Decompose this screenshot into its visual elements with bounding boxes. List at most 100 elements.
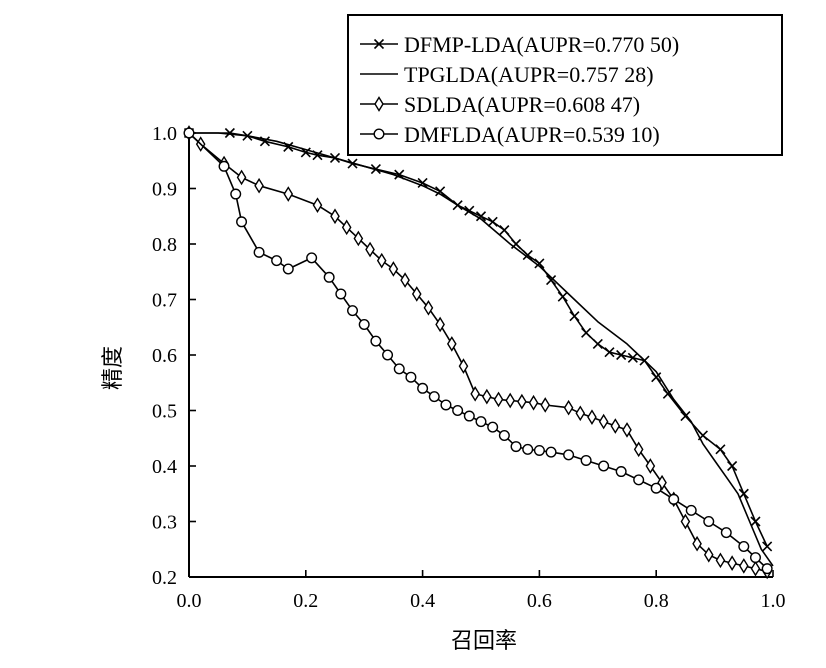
data-point [633, 441, 644, 458]
data-point [715, 552, 726, 569]
data-point [341, 219, 352, 236]
data-point [498, 429, 510, 441]
data-point [330, 208, 340, 225]
x-tick-label: 0.0 [177, 590, 202, 612]
data-point [365, 241, 375, 258]
data-point [435, 186, 446, 197]
axes: 0.0 0.2 0.4 0.6 0.8 1.00.20.30.40.50.60.70.80… [152, 123, 786, 612]
data-point [592, 338, 603, 349]
data-point [720, 527, 732, 539]
data-point [727, 460, 738, 472]
data-point [575, 405, 586, 422]
data-point [563, 449, 575, 461]
data-point [569, 311, 580, 322]
y-axis-label: 精度 [101, 346, 126, 390]
y-tick-label: 0.8 [152, 234, 177, 256]
data-point [230, 188, 242, 200]
data-point [727, 555, 737, 571]
data-point [283, 186, 294, 202]
data-point [738, 558, 749, 574]
legend-entry-tpglda: TPGLDA(AUPR=0.757 28) [360, 62, 654, 87]
data-point [738, 488, 749, 499]
data-point [428, 391, 440, 403]
data-point [750, 560, 761, 577]
data-point [738, 540, 750, 552]
series-sdlda [184, 125, 772, 580]
data-point [546, 275, 557, 286]
data-point [633, 474, 645, 486]
series-line-tpglda [189, 132, 774, 567]
legend-marker [373, 38, 385, 50]
data-point [517, 393, 527, 410]
data-point [446, 336, 457, 352]
data-point [312, 197, 323, 213]
data-point [417, 382, 429, 394]
x-tick-label: 0.6 [527, 590, 552, 612]
data-point [499, 225, 510, 236]
legend-label: DMFLDA(AUPR=0.539 10) [404, 122, 660, 147]
x-axis-label: 召回率 [451, 629, 517, 654]
data-point [452, 405, 464, 417]
data-point [581, 327, 592, 338]
y-tick-label: 0.6 [152, 345, 177, 367]
data-point [510, 441, 522, 453]
y-tick-label: 0.3 [152, 512, 177, 534]
data-point [762, 541, 773, 552]
legend-label: SDLDA(AUPR=0.608 47) [404, 92, 640, 117]
data-point [692, 535, 702, 552]
data-point [440, 399, 452, 411]
y-tick-label: 0.4 [152, 456, 177, 478]
data-point [685, 504, 697, 516]
data-point [388, 261, 399, 277]
data-point [522, 443, 534, 455]
data-point [510, 238, 522, 250]
data-point [580, 454, 592, 466]
data-point [715, 444, 726, 455]
data-point [458, 358, 469, 374]
data-point [183, 127, 195, 139]
data-point [761, 563, 773, 575]
data-point [598, 413, 609, 430]
data-point [236, 216, 248, 228]
data-point [540, 397, 551, 413]
data-point [400, 272, 410, 288]
data-point [282, 263, 294, 275]
data-point [353, 230, 364, 247]
legend: DFMP-LDA(AUPR=0.770 50) TPGLDA(AUPR=0.757… [347, 14, 783, 156]
data-point [475, 211, 487, 222]
legend-label: TPGLDA(AUPR=0.757 28) [404, 62, 654, 87]
data-point [435, 316, 445, 333]
legend-marker [373, 128, 385, 140]
data-point [487, 216, 498, 227]
legend-label: DFMP-LDA(AUPR=0.770 50) [404, 32, 679, 57]
series-tpglda [189, 132, 774, 567]
x-tick-label: 0.2 [293, 590, 318, 612]
data-point [470, 386, 480, 402]
data-point [475, 416, 487, 428]
data-point [662, 388, 673, 399]
data-point [405, 371, 417, 383]
data-point [627, 352, 638, 363]
legend-entry-dfmp-lda: DFMP-LDA(AUPR=0.770 50) [360, 32, 679, 57]
data-point [423, 299, 434, 316]
data-point [487, 421, 499, 433]
data-point [347, 305, 359, 317]
data-point [482, 388, 492, 405]
data-point [615, 466, 627, 478]
data-point [703, 516, 715, 528]
series-dfmp-lda [183, 127, 773, 552]
data-point [253, 246, 265, 258]
data-point [370, 335, 382, 347]
x-tick-label: 1.0 [761, 590, 786, 612]
data-point [533, 444, 545, 456]
legend-entry-dmflda: DMFLDA(AUPR=0.539 10) [360, 122, 660, 147]
data-point [651, 372, 662, 383]
data-point [236, 169, 247, 186]
data-point [528, 394, 539, 411]
data-point [376, 252, 387, 269]
series-layer [183, 125, 774, 580]
data-point [650, 482, 662, 494]
data-point [680, 513, 691, 530]
data-point [610, 418, 621, 434]
